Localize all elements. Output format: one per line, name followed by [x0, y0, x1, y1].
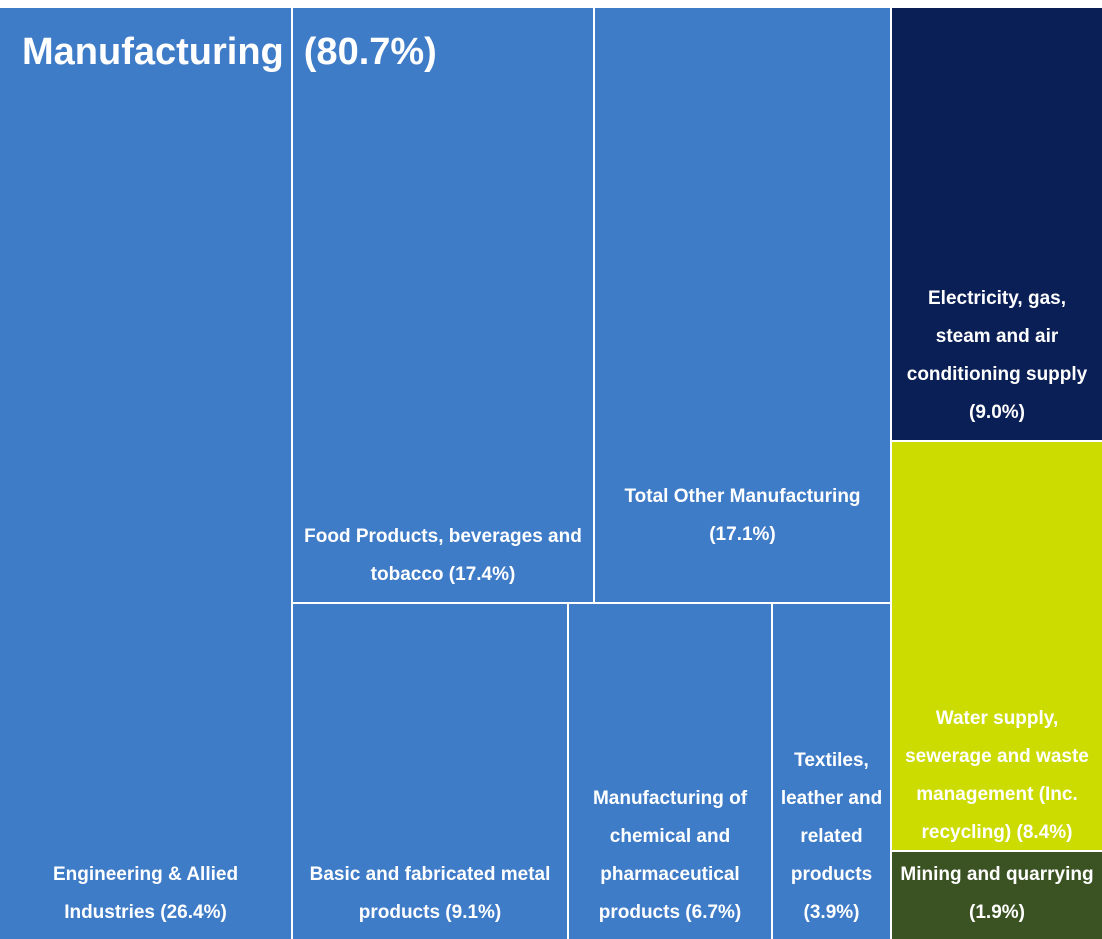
value-label: (26.4%): [160, 902, 227, 923]
cell-label-line: Electricity, gas,: [928, 288, 1071, 309]
cell-label-line: Engineering & Allied: [53, 864, 243, 885]
value-label: (9.1%): [445, 902, 501, 923]
cell-label: Water supply, sewerage and waste managem…: [905, 708, 1094, 843]
cell-label-line: related: [800, 826, 868, 847]
treemap-cell: [569, 604, 771, 939]
cell-label-line: products: [791, 864, 872, 885]
value-label: (17.1%): [709, 524, 776, 545]
value-label: (9.0%): [969, 402, 1025, 423]
treemap-cell: [595, 8, 890, 602]
parent-value-label: (80.7%): [304, 31, 437, 73]
value-label: (3.9%): [804, 902, 860, 923]
cell-label-line: Food Products, beverages and: [304, 526, 587, 547]
value-label: (6.7%): [685, 902, 741, 923]
cell-label-line: Total Other Manufacturing: [624, 486, 860, 507]
cell-label-line: recycling): [921, 822, 1011, 843]
cell-label-line: management (Inc.: [916, 784, 1083, 805]
cell-label-line: Industries: [64, 902, 155, 923]
cell-label-line: Manufacturing of: [593, 788, 752, 809]
value-label: (1.9%): [969, 902, 1025, 923]
cell-label: Textiles, leather and related products: [781, 750, 888, 885]
cell-label-line: Basic and fabricated metal: [310, 864, 556, 885]
cell-label-line: Water supply,: [936, 708, 1064, 729]
cell-label: Basic and fabricated metal products: [310, 864, 556, 923]
cell-label-line: steam and air: [936, 326, 1064, 347]
cell-label: Total Other Manufacturing: [624, 486, 860, 507]
treemap-cell: [773, 604, 890, 939]
cell-label-line: Mining and quarrying: [900, 864, 1093, 885]
cell-label: Electricity, gas, steam and air conditio…: [907, 288, 1088, 385]
cell-label-line: tobacco: [371, 564, 444, 585]
cell-label-line: products: [599, 902, 680, 923]
cell-label: Food Products, beverages and tobacco: [304, 526, 587, 585]
cell-label-line: chemical and: [610, 826, 736, 847]
value-label: (17.4%): [449, 564, 516, 585]
treemap-cell: [892, 852, 1102, 939]
cell-label-line: sewerage and waste: [905, 746, 1094, 767]
cell-label: Engineering & Allied Industries: [53, 864, 243, 923]
treemap-cell: [293, 8, 593, 602]
cell-label-line: products: [359, 902, 440, 923]
cell-label-line: Textiles,: [794, 750, 874, 771]
parent-label: Manufacturing: [22, 31, 284, 73]
cell-label-line: leather and: [781, 788, 888, 809]
cell-label: Manufacturing of chemical and pharmaceut…: [593, 788, 752, 923]
cell-label-line: pharmaceutical: [600, 864, 745, 885]
treemap-cell: [892, 8, 1102, 440]
cell-label-line: conditioning supply: [907, 364, 1088, 385]
cell-label: Mining and quarrying: [900, 864, 1093, 885]
value-label: (8.4%): [1017, 822, 1073, 843]
treemap-cell: [0, 8, 291, 939]
treemap-cell: [293, 604, 567, 939]
treemap-cell: [892, 442, 1102, 850]
